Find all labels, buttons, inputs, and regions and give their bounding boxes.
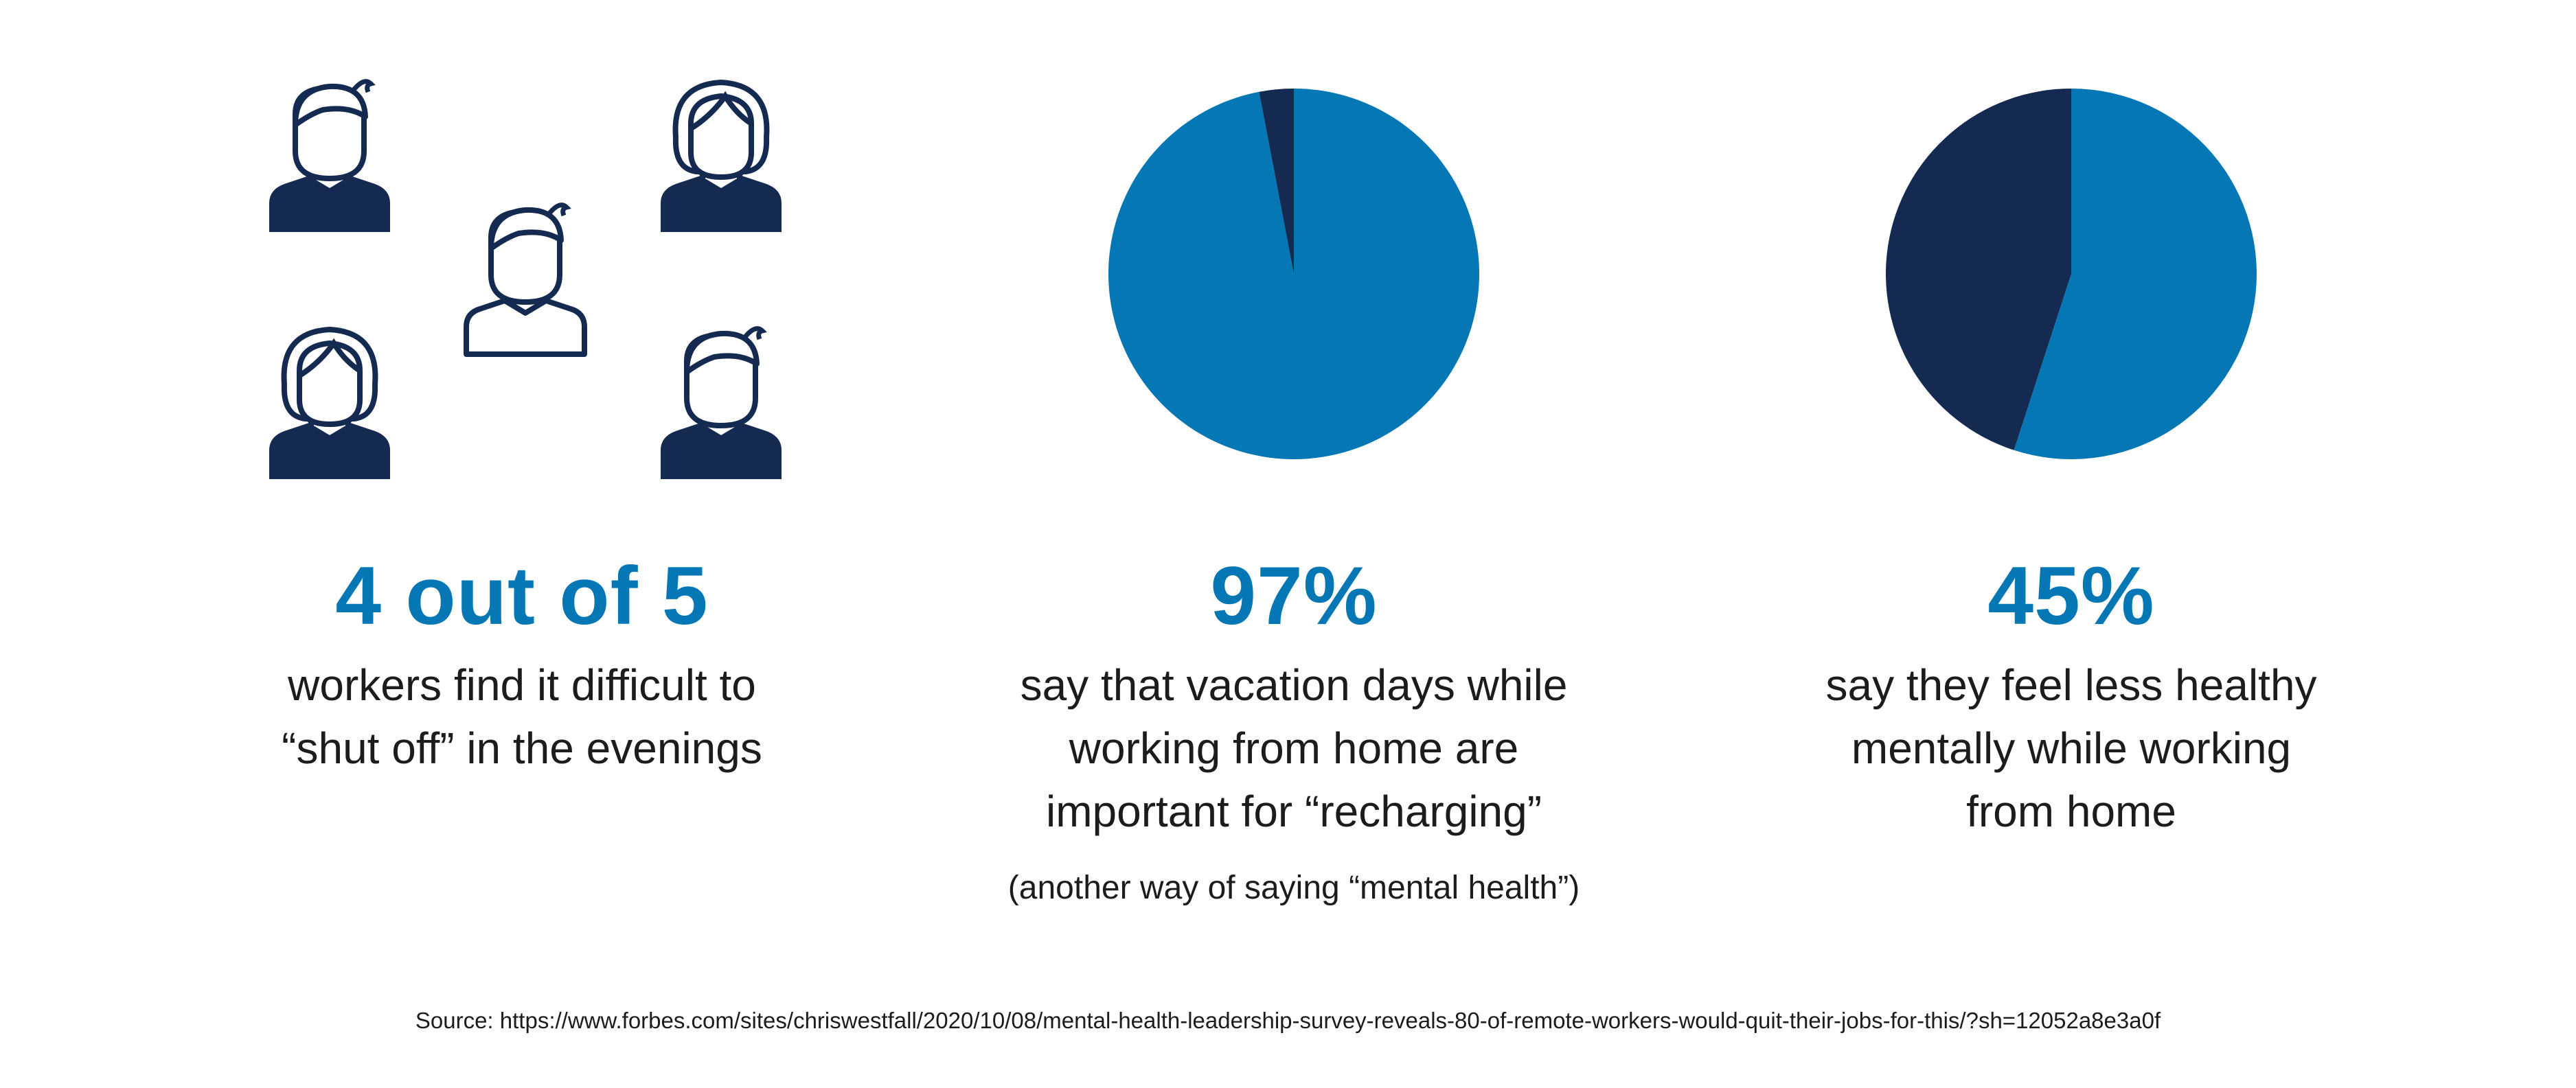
- person-man-icon: [268, 76, 391, 233]
- people-icon-group: [247, 62, 797, 487]
- description-line: important for “recharging”: [1045, 787, 1542, 836]
- stat-headline-mental: 45%: [1987, 550, 2155, 642]
- description-line: from home: [1966, 787, 2176, 836]
- pie-slice: [1259, 89, 1294, 274]
- stat-headline-vacation: 97%: [1210, 550, 1378, 642]
- person-man-outline-icon: [464, 199, 587, 357]
- pie-chart-45: [1886, 89, 2257, 460]
- pie-slice: [1886, 89, 2071, 450]
- description-line: workers find it difficult to: [288, 660, 756, 710]
- description-line: “shut off” in the evenings: [282, 724, 762, 773]
- description-line: say that vacation days while: [1020, 660, 1568, 710]
- description-line: working from home are: [1069, 724, 1519, 773]
- person-man-icon: [659, 323, 783, 481]
- description-line: say they feel less healthy: [1825, 660, 2317, 710]
- person-woman-icon: [268, 323, 391, 481]
- pie-chart-97: [1108, 89, 1479, 459]
- stat-note-mental-health: (another way of saying “mental health”): [1007, 870, 1580, 906]
- pie-slice: [2014, 89, 2257, 460]
- source-citation: Source: https://www.forbes.com/sites/chr…: [415, 1008, 2161, 1033]
- description-line: mentally while working: [1851, 724, 2292, 773]
- person-woman-icon: [659, 76, 783, 233]
- stat-description-workers: workers find it difficult to “shut off” …: [192, 653, 852, 780]
- stat-description-vacation: say that vacation days while working fro…: [950, 653, 1637, 843]
- stat-headline-workers: 4 out of 5: [335, 550, 709, 642]
- stat-description-mental: say they feel less healthy mentally whil…: [1728, 653, 2415, 843]
